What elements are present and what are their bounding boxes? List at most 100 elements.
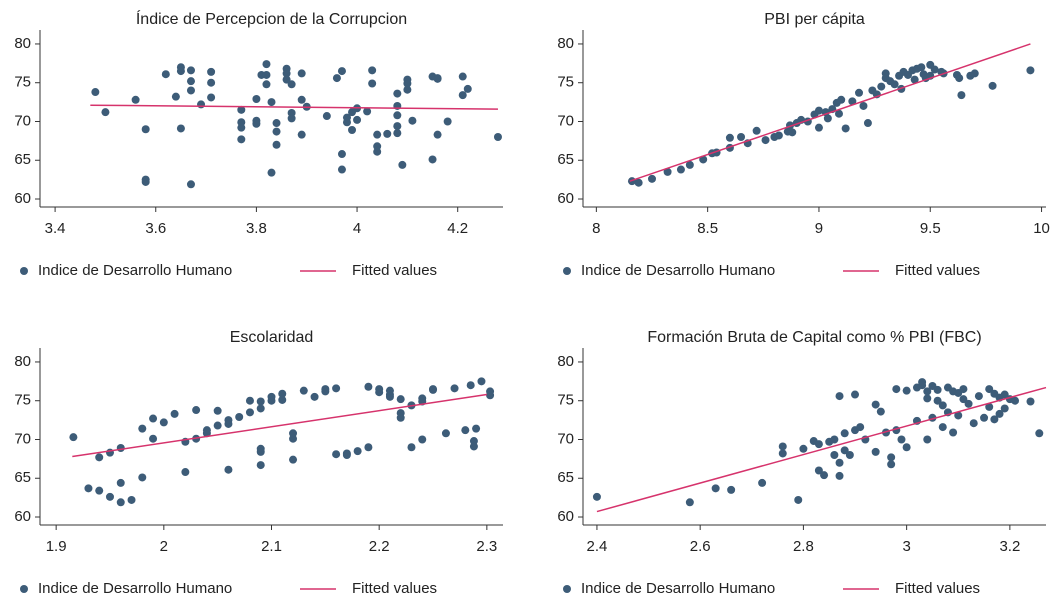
- point: [957, 91, 966, 100]
- legend-swatch: [20, 267, 28, 275]
- x-tick-label: 2.3: [476, 538, 497, 555]
- x-tick-label: 2.6: [690, 538, 711, 555]
- point: [408, 116, 417, 125]
- point: [393, 111, 402, 120]
- point: [141, 177, 150, 186]
- point: [310, 392, 319, 401]
- point: [955, 74, 964, 83]
- point: [887, 460, 896, 469]
- point: [337, 165, 346, 174]
- point: [450, 384, 459, 393]
- panel: 60 65 70 75 80 2.4 2.6 2.8 3 3.2 Formación Bruta d…: [557, 329, 1047, 597]
- y-tick-label: 60: [14, 190, 31, 207]
- point: [237, 105, 246, 114]
- point: [477, 377, 486, 386]
- legend-label: Fitted values: [352, 580, 437, 597]
- point: [985, 402, 994, 411]
- x-tick-label: 4: [353, 220, 361, 237]
- y-tick-label: 75: [14, 74, 31, 91]
- point: [429, 385, 438, 394]
- point: [859, 101, 868, 110]
- point: [820, 471, 829, 480]
- point: [272, 140, 281, 149]
- point: [131, 95, 140, 104]
- point: [138, 424, 147, 433]
- point: [383, 129, 392, 138]
- point: [282, 75, 291, 84]
- point: [289, 434, 298, 443]
- legend-label: Indice de Desarrollo Humano: [38, 262, 232, 279]
- point: [778, 442, 787, 451]
- point: [116, 444, 125, 453]
- y-tick-label: 65: [557, 469, 574, 486]
- point: [84, 484, 93, 493]
- point: [116, 498, 125, 507]
- point: [917, 63, 926, 72]
- point: [337, 150, 346, 159]
- point: [902, 443, 911, 452]
- point: [418, 394, 427, 403]
- point: [441, 429, 450, 438]
- point: [964, 399, 973, 408]
- point: [774, 131, 783, 140]
- fitted-line: [629, 43, 1031, 182]
- point: [737, 132, 746, 141]
- point: [278, 395, 287, 404]
- point: [170, 409, 179, 418]
- y-tick-label: 70: [14, 112, 31, 129]
- point: [959, 395, 968, 404]
- point: [224, 419, 233, 428]
- legend-swatch: [563, 585, 571, 593]
- point: [871, 447, 880, 456]
- chart-title: Formación Bruta de Capital como % PBI (F…: [647, 329, 981, 346]
- point: [149, 414, 158, 423]
- point: [186, 77, 195, 86]
- point: [224, 465, 233, 474]
- point: [396, 395, 405, 404]
- x-tick-label: 2.2: [369, 538, 390, 555]
- x-tick-label: 1.9: [46, 538, 67, 555]
- x-tick-label: 2.8: [793, 538, 814, 555]
- point: [262, 60, 271, 69]
- point: [403, 85, 412, 94]
- point: [841, 124, 850, 133]
- point: [186, 66, 195, 75]
- point: [213, 421, 222, 430]
- x-tick-label: 10: [1033, 220, 1050, 237]
- point: [835, 392, 844, 401]
- point: [890, 80, 899, 89]
- point: [725, 133, 734, 142]
- point: [127, 495, 136, 504]
- y-tick-label: 80: [14, 35, 31, 52]
- point: [256, 397, 265, 406]
- point: [181, 468, 190, 477]
- point: [837, 95, 846, 104]
- point: [778, 449, 787, 458]
- point: [974, 392, 983, 401]
- point: [1026, 397, 1035, 406]
- point: [91, 88, 100, 97]
- point: [814, 466, 823, 475]
- point: [393, 129, 402, 138]
- legend-label: Indice de Desarrollo Humano: [581, 580, 775, 597]
- point: [287, 114, 296, 123]
- point: [902, 386, 911, 395]
- point: [353, 115, 362, 124]
- point: [834, 109, 843, 118]
- point: [840, 446, 849, 455]
- point: [289, 455, 298, 464]
- y-tick-label: 80: [557, 35, 574, 52]
- y-tick-label: 80: [14, 353, 31, 370]
- point: [141, 125, 150, 134]
- point: [892, 385, 901, 394]
- panel: 60 65 70 75 80 8 8.5 9 9.5 10 PBI per cápita Indice…: [557, 11, 1050, 279]
- point: [252, 119, 261, 128]
- point: [814, 123, 823, 132]
- point: [101, 108, 110, 117]
- x-tick-label: 3.2: [999, 538, 1020, 555]
- panel: 60 65 70 75 80 3.4 3.6 3.8 4 4.2 Índice de Percepc…: [14, 9, 503, 279]
- point: [472, 424, 481, 433]
- point: [845, 450, 854, 459]
- point: [433, 74, 442, 83]
